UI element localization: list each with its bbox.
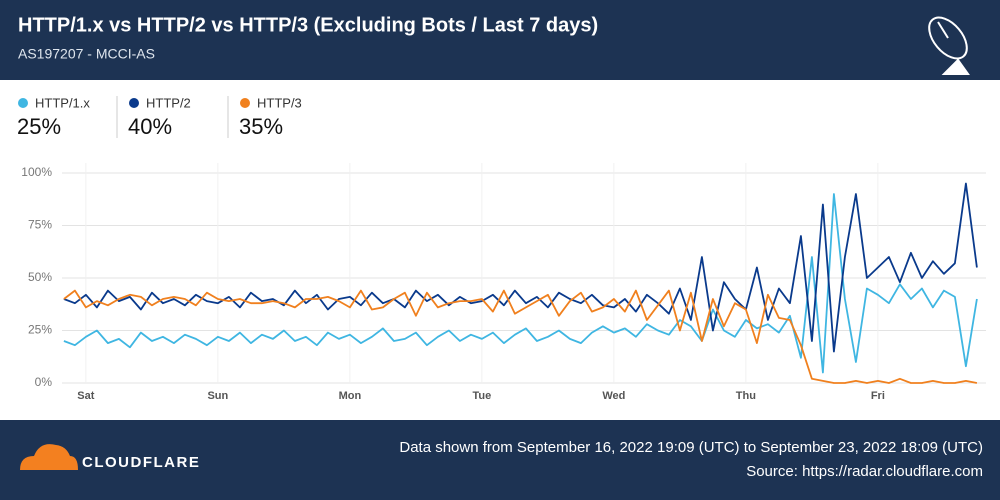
x-tick-label: Wed — [602, 390, 625, 402]
legend-label: HTTP/3 — [257, 95, 302, 110]
date-range: Data shown from September 16, 2022 19:09… — [399, 439, 983, 456]
x-tick-label: Mon — [339, 390, 362, 402]
series-line — [63, 193, 978, 374]
legend-share: 40% — [128, 114, 172, 139]
y-tick-label: 75% — [28, 218, 52, 232]
x-tick-label: Sun — [207, 390, 228, 402]
legend-share: 35% — [239, 114, 283, 139]
header — [0, 0, 1000, 80]
x-tick-label: Fri — [871, 390, 885, 402]
y-tick-label: 50% — [28, 270, 52, 284]
x-tick-label: Sat — [77, 390, 94, 402]
x-tick-label: Tue — [472, 390, 491, 402]
cloudflare-logo — [20, 444, 78, 470]
radar-icon — [928, 16, 970, 75]
y-tick-label: 0% — [35, 375, 53, 389]
legend-dot — [240, 98, 250, 108]
legend-label: HTTP/2 — [146, 95, 191, 110]
y-tick-label: 100% — [21, 165, 52, 179]
legend-share: 25% — [17, 114, 61, 139]
brand: CLOUDFLARE — [82, 454, 200, 471]
chart-subtitle: AS197207 - MCCI-AS — [18, 46, 155, 62]
footer — [0, 420, 1000, 500]
series-line — [63, 289, 978, 384]
legend-label: HTTP/1.x — [35, 95, 90, 110]
y-tick-label: 25% — [28, 323, 52, 337]
x-tick-label: Thu — [736, 390, 756, 402]
legend-dot — [129, 98, 139, 108]
chart-title: HTTP/1.x vs HTTP/2 vs HTTP/3 (Excluding … — [18, 14, 598, 36]
source: Source: https://radar.cloudflare.com — [746, 463, 983, 480]
series-line — [63, 182, 978, 353]
legend-dot — [18, 98, 28, 108]
